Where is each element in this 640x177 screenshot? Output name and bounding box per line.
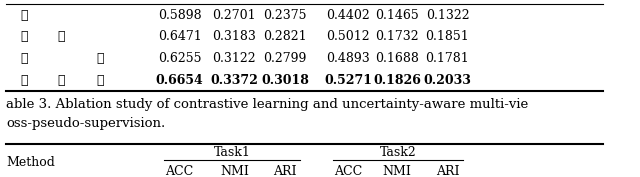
Text: 0.2799: 0.2799 bbox=[263, 52, 307, 65]
Text: 0.2375: 0.2375 bbox=[263, 8, 307, 22]
Text: 0.2821: 0.2821 bbox=[263, 30, 307, 43]
Text: 0.2033: 0.2033 bbox=[424, 74, 472, 87]
Text: 0.5271: 0.5271 bbox=[324, 74, 372, 87]
Text: 0.6471: 0.6471 bbox=[157, 30, 202, 43]
Text: ✓: ✓ bbox=[57, 74, 65, 87]
Text: 0.5012: 0.5012 bbox=[326, 30, 370, 43]
Text: ✓: ✓ bbox=[57, 30, 65, 43]
Text: ✓: ✓ bbox=[20, 30, 28, 43]
Text: ARI: ARI bbox=[436, 165, 460, 177]
Text: 0.3122: 0.3122 bbox=[212, 52, 256, 65]
Text: 0.2701: 0.2701 bbox=[212, 8, 256, 22]
Text: oss-pseudo-supervision.: oss-pseudo-supervision. bbox=[6, 118, 165, 130]
Text: 0.1688: 0.1688 bbox=[375, 52, 419, 65]
Text: 0.1781: 0.1781 bbox=[426, 52, 469, 65]
Text: 0.1732: 0.1732 bbox=[375, 30, 419, 43]
Text: ✓: ✓ bbox=[97, 74, 104, 87]
Text: ARI: ARI bbox=[273, 165, 297, 177]
Text: 0.3372: 0.3372 bbox=[211, 74, 259, 87]
Text: ACC: ACC bbox=[166, 165, 194, 177]
Text: 0.3018: 0.3018 bbox=[261, 74, 309, 87]
Text: ACC: ACC bbox=[334, 165, 362, 177]
Text: Task1: Task1 bbox=[214, 146, 251, 159]
Text: 0.1851: 0.1851 bbox=[426, 30, 469, 43]
Text: NMI: NMI bbox=[220, 165, 249, 177]
Text: 0.5898: 0.5898 bbox=[158, 8, 202, 22]
Text: 0.1826: 0.1826 bbox=[373, 74, 421, 87]
Text: 0.4893: 0.4893 bbox=[326, 52, 370, 65]
Text: ✓: ✓ bbox=[20, 52, 28, 65]
Text: 0.1322: 0.1322 bbox=[426, 8, 469, 22]
Text: 0.1465: 0.1465 bbox=[375, 8, 419, 22]
Text: ✓: ✓ bbox=[97, 52, 104, 65]
Text: ✓: ✓ bbox=[20, 74, 28, 87]
Text: NMI: NMI bbox=[383, 165, 412, 177]
Text: Method: Method bbox=[6, 156, 55, 169]
Text: Task2: Task2 bbox=[380, 146, 416, 159]
Text: 0.6654: 0.6654 bbox=[156, 74, 204, 87]
Text: ✓: ✓ bbox=[20, 8, 28, 22]
Text: able 3. Ablation study of contrastive learning and uncertainty-aware multi-vie: able 3. Ablation study of contrastive le… bbox=[6, 98, 529, 111]
Text: 0.3183: 0.3183 bbox=[212, 30, 257, 43]
Text: 0.6255: 0.6255 bbox=[158, 52, 202, 65]
Text: 0.4402: 0.4402 bbox=[326, 8, 370, 22]
